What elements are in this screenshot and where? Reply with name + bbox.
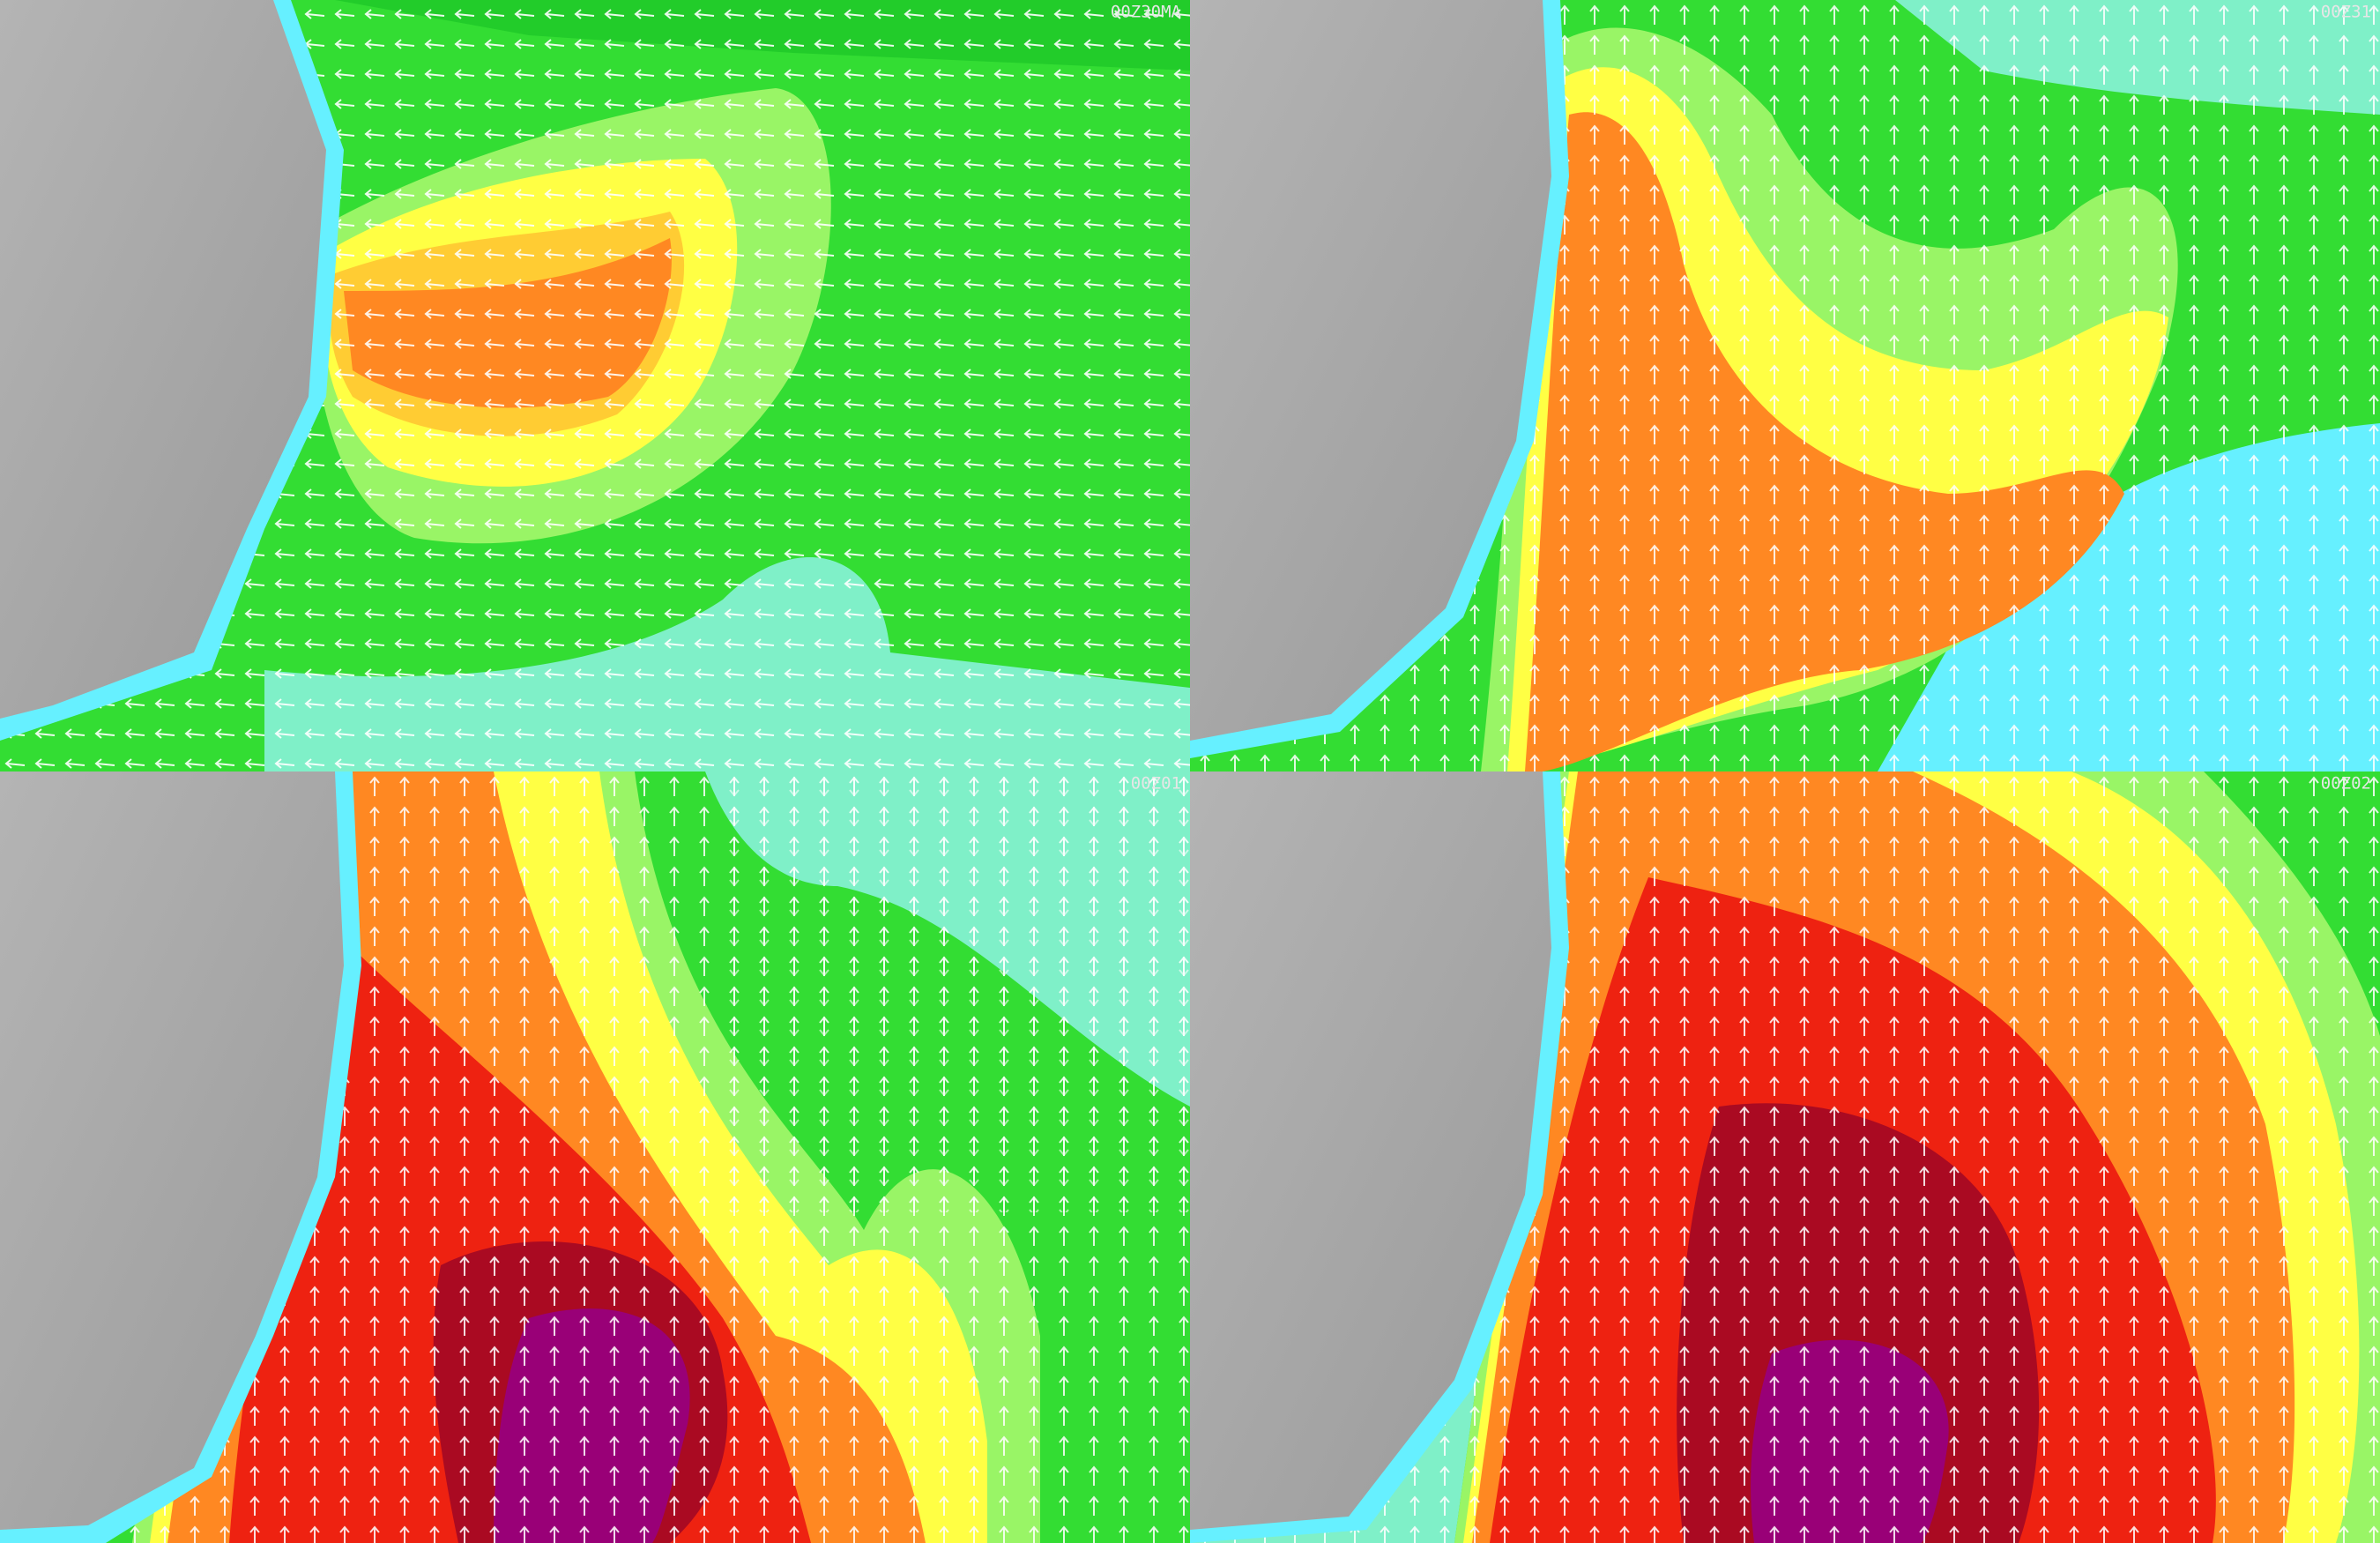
- map-panel: 00Z30MA: [0, 0, 1190, 772]
- timestamp-label: 00Z02: [2321, 774, 2371, 794]
- map-panel: 00Z01: [0, 772, 1190, 1543]
- timestamp-label: 00Z30MA: [1111, 3, 1182, 22]
- timestamp-label: 00Z31: [2321, 3, 2371, 22]
- map-panel: 00Z02: [1190, 772, 2380, 1543]
- map-panel: 00Z31: [1190, 0, 2380, 772]
- timestamp-label: 00Z01: [1131, 774, 1181, 794]
